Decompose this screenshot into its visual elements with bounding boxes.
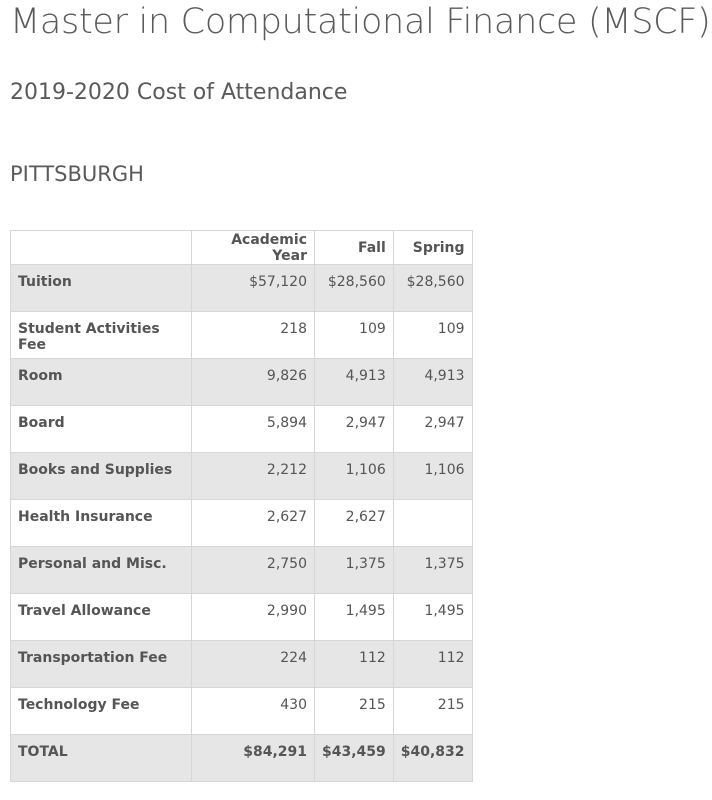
fall-cell: 4,913 [314,358,394,406]
academic-year-cell: 9,826 [191,358,315,406]
table-row: Personal and Misc. 2,750 1,375 1,375 [10,546,473,594]
academic-year-cell: 2,750 [191,546,315,594]
fall-cell: $28,560 [314,264,394,312]
fall-cell: 1,495 [314,593,394,641]
header-fall: Fall [314,230,394,265]
academic-year-cell: 5,894 [191,405,315,453]
row-label: Technology Fee [10,687,192,735]
spring-cell: 1,495 [392,593,473,641]
header-academic-year: Academic Year [191,230,315,265]
row-label: Room [10,358,192,406]
table-row: Student Activities Fee 218 109 109 [10,311,473,359]
page-subtitle: 2019-2020 Cost of Attendance [10,80,348,105]
row-label: Tuition [10,264,192,312]
row-label: Travel Allowance [10,593,192,641]
academic-year-cell: $84,291 [191,734,315,782]
spring-cell: 4,913 [392,358,473,406]
row-label: Student Activities Fee [10,311,192,359]
academic-year-cell: 2,990 [191,593,315,641]
cost-table: Academic Year Fall Spring Tuition $57,120… [10,230,473,782]
academic-year-cell: $57,120 [191,264,315,312]
spring-cell: 1,375 [392,546,473,594]
spring-cell: $40,832 [392,734,473,782]
campus-heading: PITTSBURGH [10,162,144,186]
academic-year-cell: 218 [191,311,315,359]
fall-cell: 2,627 [314,499,394,547]
fall-cell: 112 [314,640,394,688]
row-label: Health Insurance [10,499,192,547]
academic-year-cell: 430 [191,687,315,735]
spring-cell: 109 [392,311,473,359]
row-label: Board [10,405,192,453]
table-header-row: Academic Year Fall Spring [10,230,473,265]
spring-cell: 215 [392,687,473,735]
row-label: Transportation Fee [10,640,192,688]
spring-cell: 2,947 [392,405,473,453]
fall-cell: 2,947 [314,405,394,453]
spring-cell: 112 [392,640,473,688]
fall-cell: $43,459 [314,734,394,782]
spring-cell: $28,560 [392,264,473,312]
table-row: Tuition $57,120 $28,560 $28,560 [10,264,473,312]
page-title: Master in Computational Finance (MSCF) [10,2,711,42]
table-row: Travel Allowance 2,990 1,495 1,495 [10,593,473,641]
row-label: Personal and Misc. [10,546,192,594]
fall-cell: 1,375 [314,546,394,594]
table-row: Books and Supplies 2,212 1,106 1,106 [10,452,473,500]
academic-year-cell: 224 [191,640,315,688]
table-row: Health Insurance 2,627 2,627 [10,499,473,547]
table-row: Technology Fee 430 215 215 [10,687,473,735]
fall-cell: 1,106 [314,452,394,500]
spring-cell: 1,106 [392,452,473,500]
row-label: TOTAL [10,734,192,782]
fall-cell: 215 [314,687,394,735]
header-spring: Spring [392,230,473,265]
table-row: Room 9,826 4,913 4,913 [10,358,473,406]
header-blank [10,230,192,265]
table-row: Transportation Fee 224 112 112 [10,640,473,688]
academic-year-cell: 2,212 [191,452,315,500]
total-row: TOTAL $84,291 $43,459 $40,832 [10,734,473,782]
row-label: Books and Supplies [10,452,192,500]
academic-year-cell: 2,627 [191,499,315,547]
spring-cell [392,499,473,547]
fall-cell: 109 [314,311,394,359]
table-row: Board 5,894 2,947 2,947 [10,405,473,453]
